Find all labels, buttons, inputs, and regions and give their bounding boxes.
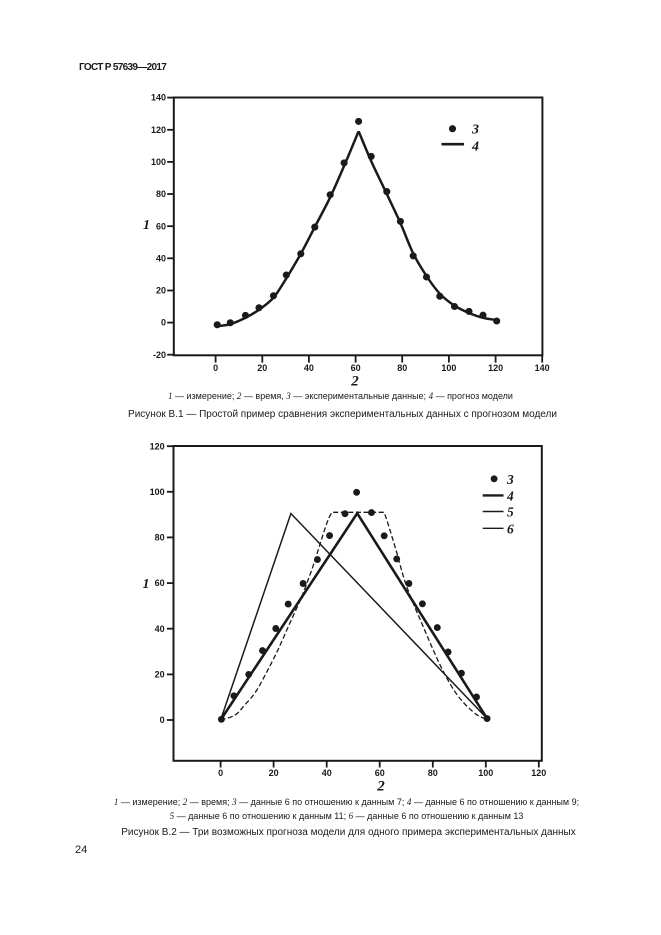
- svg-text:100: 100: [478, 768, 493, 778]
- svg-text:40: 40: [156, 253, 166, 263]
- svg-text:4: 4: [506, 488, 514, 503]
- svg-text:60: 60: [351, 363, 361, 373]
- svg-text:0: 0: [160, 715, 165, 725]
- svg-text:0: 0: [218, 768, 223, 778]
- svg-text:-20: -20: [153, 350, 166, 360]
- svg-text:20: 20: [155, 670, 165, 680]
- svg-text:120: 120: [531, 768, 546, 778]
- svg-text:0: 0: [213, 363, 218, 373]
- svg-text:40: 40: [304, 363, 314, 373]
- svg-text:5: 5: [507, 505, 514, 520]
- svg-text:6: 6: [507, 521, 514, 536]
- svg-text:100: 100: [441, 363, 456, 373]
- svg-text:20: 20: [257, 363, 267, 373]
- svg-text:4: 4: [471, 140, 479, 155]
- svg-text:60: 60: [375, 768, 385, 778]
- svg-text:20: 20: [269, 768, 279, 778]
- svg-text:2: 2: [376, 779, 385, 795]
- svg-text:40: 40: [155, 624, 165, 634]
- svg-text:60: 60: [155, 578, 165, 588]
- svg-text:20: 20: [156, 286, 166, 296]
- svg-text:80: 80: [397, 363, 407, 373]
- svg-text:60: 60: [156, 221, 166, 231]
- svg-text:0: 0: [161, 318, 166, 328]
- svg-text:1: 1: [143, 577, 150, 592]
- svg-text:100: 100: [151, 157, 166, 167]
- svg-text:140: 140: [151, 93, 166, 103]
- svg-text:120: 120: [150, 441, 165, 451]
- svg-text:140: 140: [535, 363, 550, 373]
- svg-text:2: 2: [350, 374, 359, 390]
- svg-text:100: 100: [150, 487, 165, 497]
- svg-text:1: 1: [143, 218, 150, 233]
- svg-text:3: 3: [506, 472, 514, 487]
- svg-text:80: 80: [155, 533, 165, 543]
- svg-text:120: 120: [488, 363, 503, 373]
- svg-text:80: 80: [428, 768, 438, 778]
- svg-text:120: 120: [151, 125, 166, 135]
- svg-text:3: 3: [471, 123, 479, 138]
- svg-text:40: 40: [322, 768, 332, 778]
- svg-text:80: 80: [156, 189, 166, 199]
